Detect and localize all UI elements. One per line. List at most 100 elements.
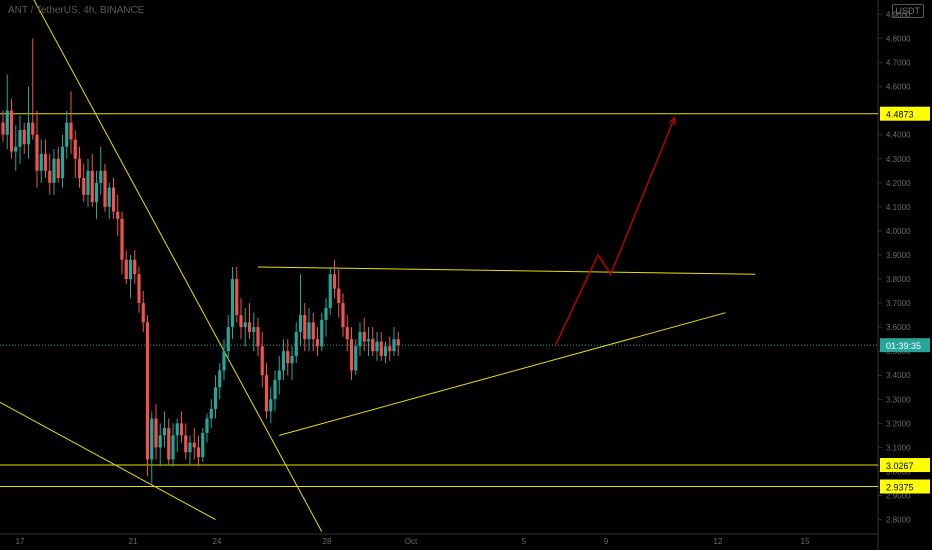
y-tick-label: 3.7000 bbox=[886, 299, 911, 308]
y-tick-label: 4.0000 bbox=[886, 227, 911, 236]
candle-body bbox=[158, 435, 162, 448]
candle-body bbox=[52, 158, 56, 183]
candle-body bbox=[256, 327, 260, 347]
candle-body bbox=[35, 134, 39, 171]
candle-body bbox=[77, 158, 82, 178]
x-tick-label: 17 bbox=[16, 537, 25, 546]
candle-body bbox=[379, 341, 383, 356]
candle-body bbox=[137, 274, 141, 304]
candle-body bbox=[358, 331, 362, 347]
candle-body bbox=[286, 351, 290, 364]
candle-body bbox=[252, 327, 256, 332]
trendline bbox=[257, 266, 756, 275]
candle-body bbox=[14, 146, 18, 152]
candle-body bbox=[116, 211, 120, 219]
candle-body bbox=[48, 170, 52, 183]
candle-body bbox=[307, 322, 311, 340]
x-tick-label: 9 bbox=[604, 537, 609, 546]
candle-body bbox=[294, 331, 298, 356]
candle-body bbox=[145, 322, 150, 460]
candle-body bbox=[371, 339, 375, 352]
candle-body bbox=[311, 322, 315, 340]
candle-body bbox=[277, 370, 281, 381]
candle-body bbox=[167, 428, 171, 460]
candle-body bbox=[9, 110, 14, 152]
candle-body bbox=[82, 178, 86, 195]
projection-path bbox=[554, 117, 676, 346]
candle-body bbox=[26, 122, 31, 145]
candle-body bbox=[366, 339, 371, 342]
price-label-support-2: 2.9375 bbox=[886, 482, 914, 492]
currency-badge[interactable]: USDT bbox=[891, 4, 924, 18]
candle-body bbox=[111, 187, 116, 212]
y-tick-label: 4.2000 bbox=[886, 179, 911, 188]
candle-body bbox=[5, 110, 9, 135]
candle-body bbox=[43, 153, 48, 171]
candle-body bbox=[218, 370, 222, 388]
candle-body bbox=[73, 139, 77, 159]
candle-body bbox=[264, 375, 269, 412]
candle-body bbox=[290, 356, 294, 364]
candle-body bbox=[133, 259, 137, 275]
x-tick-label: 24 bbox=[213, 537, 222, 546]
candle-body bbox=[320, 319, 324, 347]
candle-body bbox=[341, 303, 345, 328]
y-tick-label: 3.3000 bbox=[886, 395, 911, 404]
candle-body bbox=[196, 447, 201, 458]
candle-body bbox=[269, 399, 273, 412]
y-tick-label: 4.4000 bbox=[886, 131, 911, 140]
candle-body bbox=[22, 129, 26, 145]
candle-body bbox=[205, 418, 209, 433]
y-tick-label: 4.8000 bbox=[886, 34, 911, 43]
candle-body bbox=[239, 315, 243, 328]
x-tick-label: 15 bbox=[801, 537, 810, 546]
y-tick-label: 4.7000 bbox=[886, 59, 911, 68]
candle-body bbox=[162, 428, 167, 436]
candle-body bbox=[383, 346, 388, 356]
price-label-upper: 4.4873 bbox=[886, 110, 914, 120]
trendline bbox=[33, 0, 323, 532]
candle-body bbox=[324, 307, 328, 320]
y-tick-label: 3.8000 bbox=[886, 275, 911, 284]
candle-body bbox=[226, 327, 230, 352]
candle-body bbox=[243, 322, 247, 328]
x-tick-label: 12 bbox=[714, 537, 723, 546]
candle-body bbox=[209, 408, 213, 419]
candle-body bbox=[103, 170, 107, 207]
candle-body bbox=[375, 341, 379, 352]
candle-body bbox=[192, 442, 196, 448]
price-label-upper-bg bbox=[880, 106, 930, 121]
candle-body bbox=[94, 182, 99, 203]
chart-title: ANT / TetherUS, 4h, BINANCE bbox=[8, 5, 145, 16]
candle-body bbox=[362, 331, 366, 342]
y-tick-label: 3.4000 bbox=[886, 371, 911, 380]
candle-body bbox=[184, 435, 188, 453]
candle-body bbox=[328, 274, 332, 308]
candle-body bbox=[99, 170, 103, 183]
price-label-support-2-bg bbox=[880, 479, 930, 494]
candle-body bbox=[1, 122, 5, 135]
candle-body bbox=[303, 315, 307, 340]
candle-body bbox=[120, 218, 124, 260]
candle-body bbox=[349, 339, 354, 371]
candle-body bbox=[179, 423, 184, 436]
candle-body bbox=[354, 346, 358, 371]
candle-body bbox=[31, 122, 35, 135]
candle-body bbox=[124, 259, 128, 280]
y-tick-label: 3.2000 bbox=[886, 419, 911, 428]
trendline bbox=[279, 312, 726, 436]
candle-body bbox=[298, 315, 303, 332]
candle-body bbox=[396, 339, 400, 346]
candle-body bbox=[235, 279, 239, 316]
candle-body bbox=[230, 279, 235, 328]
projection-arrowhead bbox=[668, 116, 676, 125]
x-tick-label: 21 bbox=[129, 537, 138, 546]
price-label-support-1-bg bbox=[880, 458, 930, 473]
x-tick-label: Oct bbox=[405, 537, 418, 546]
candle-body bbox=[18, 129, 22, 147]
price-label-timer: 01:39:35 bbox=[886, 341, 921, 351]
candle-body bbox=[128, 259, 133, 280]
candle-body bbox=[281, 351, 286, 371]
candle-body bbox=[388, 346, 392, 352]
